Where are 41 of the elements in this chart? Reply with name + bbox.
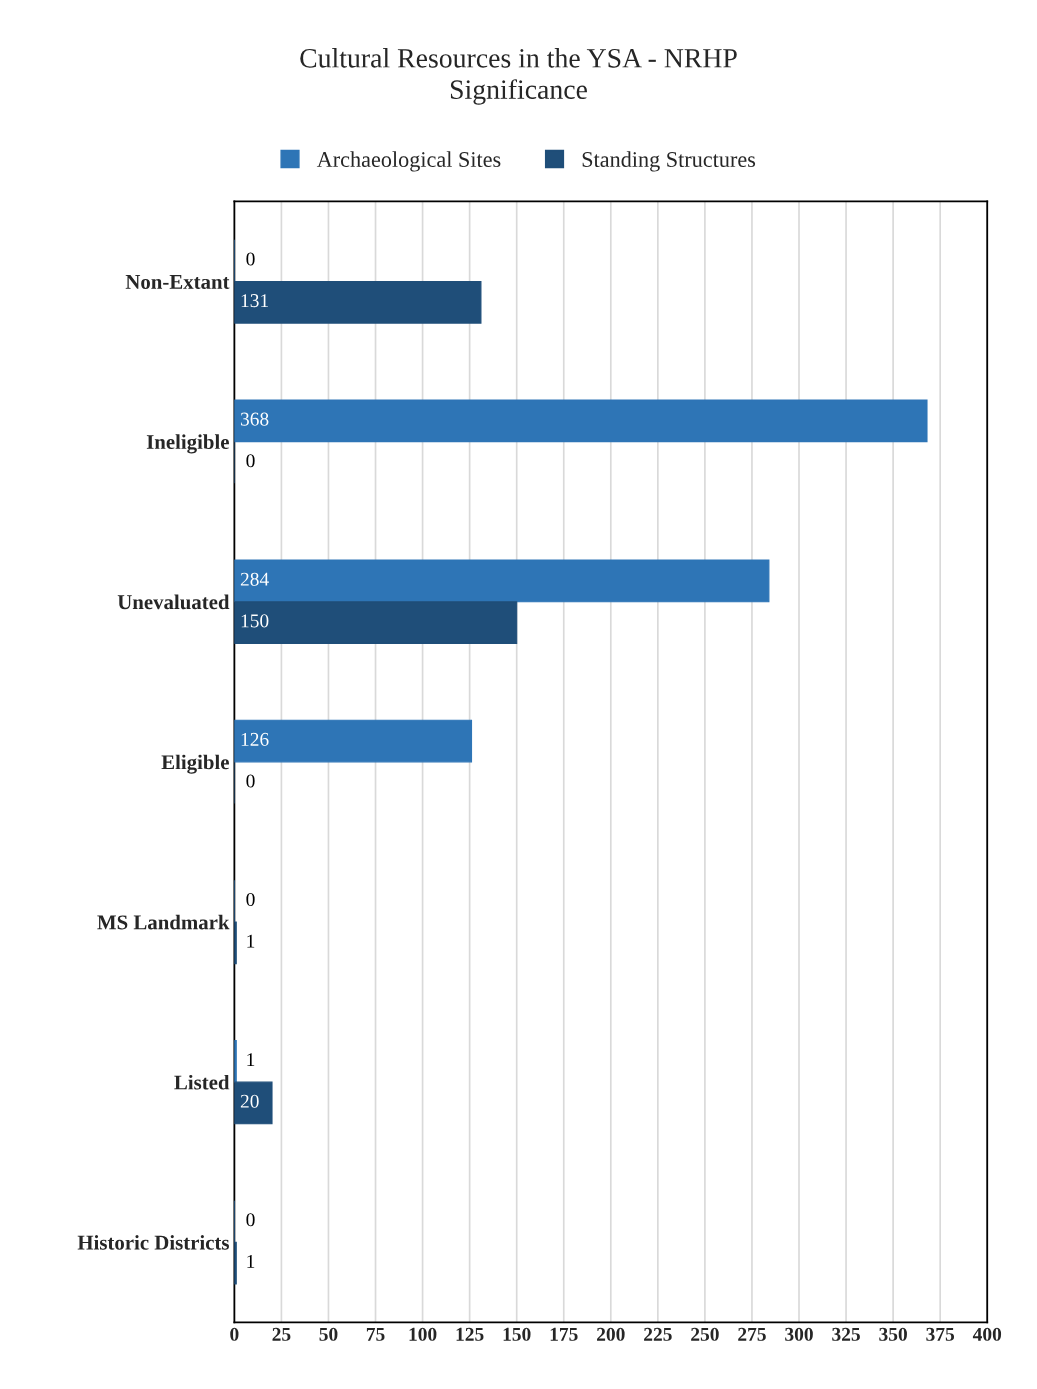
data-label: 0 <box>246 774 255 788</box>
data-label: 0 <box>246 892 255 907</box>
x-tick-label: 375 <box>926 1327 955 1341</box>
x-tick-label: 325 <box>832 1327 860 1341</box>
y-tick-label: MS Landmark <box>97 914 230 930</box>
y-tick-label: Eligible <box>161 754 229 774</box>
x-tick-label: 300 <box>785 1327 813 1341</box>
y-tick-label: Unevaluated <box>117 594 230 610</box>
x-tick-label: 225 <box>644 1327 672 1341</box>
data-label: 150 <box>241 614 269 628</box>
legend-label: Standing Structures <box>582 151 756 172</box>
x-tick-label: 200 <box>597 1327 625 1341</box>
x-tick-label: 0 <box>230 1327 239 1341</box>
data-label: 20 <box>240 1094 259 1108</box>
x-tick-label: 400 <box>972 1327 1002 1341</box>
x-tick-label: 250 <box>691 1327 719 1341</box>
chart-title: Cultural Resources in the YSA - NRHP Significance <box>300 48 737 105</box>
data-label: 1 <box>247 1254 255 1268</box>
x-tick-label: 275 <box>738 1327 766 1341</box>
data-label: 1 <box>247 934 255 948</box>
y-tick-label: Non-Extant <box>125 275 230 289</box>
x-tick-label: 100 <box>409 1327 437 1341</box>
y-tick-label: Historic Districts <box>77 1235 229 1250</box>
data-label: 0 <box>246 1213 255 1227</box>
data-label: 131 <box>241 294 269 308</box>
x-tick-label: 150 <box>503 1327 531 1341</box>
data-label: 1 <box>247 1053 255 1066</box>
legend-label: Archaeological Sites <box>316 151 501 172</box>
data-label: 0 <box>246 454 255 468</box>
data-label: 368 <box>240 412 269 426</box>
x-tick-label: 75 <box>366 1327 385 1341</box>
data-label: 126 <box>241 732 269 746</box>
x-tick-label: 350 <box>879 1327 907 1341</box>
x-tick-label: 125 <box>456 1327 484 1341</box>
data-label: 284 <box>240 572 269 586</box>
x-tick-label: 25 <box>272 1327 291 1341</box>
data-label: 0 <box>246 252 255 266</box>
y-tick-label: Ineligible <box>146 434 229 454</box>
y-tick-label: Listed <box>174 1074 230 1090</box>
x-tick-label: 175 <box>550 1327 578 1341</box>
x-tick-label: 50 <box>319 1327 338 1341</box>
